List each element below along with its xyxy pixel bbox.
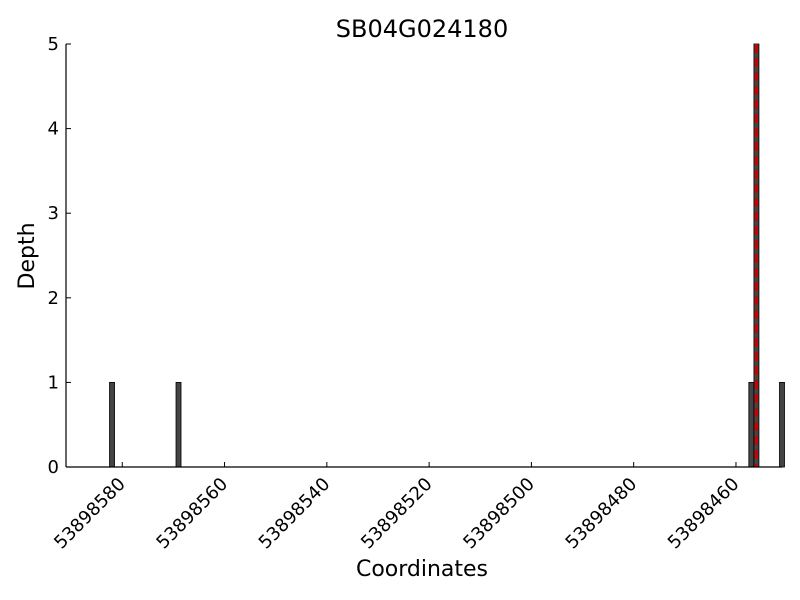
y-tick-label: 2 xyxy=(48,288,59,309)
x-axis-title: Coordinates xyxy=(356,557,488,582)
depth-bar xyxy=(110,382,115,467)
x-tick-label: 53898540 xyxy=(255,474,335,554)
x-tick-label: 53898500 xyxy=(459,474,539,554)
depth-bar xyxy=(176,382,181,467)
y-tick-label: 1 xyxy=(48,372,59,393)
y-tick-label: 4 xyxy=(48,119,59,140)
y-tick-label: 5 xyxy=(48,34,59,55)
x-tick-label: 53898560 xyxy=(152,474,232,554)
depth-bar xyxy=(749,382,754,467)
y-axis-ticks: 0 1 2 3 4 5 xyxy=(48,34,71,478)
chart-title: SB04G024180 xyxy=(336,15,508,43)
y-tick-label: 3 xyxy=(48,203,59,224)
x-tick-label: 53898480 xyxy=(562,474,642,554)
depth-bar xyxy=(780,382,785,467)
y-tick-label: 0 xyxy=(48,457,59,478)
x-tick-label: 53898460 xyxy=(664,474,744,554)
x-axis-ticks: 53898580 53898560 53898540 53898520 53898500… xyxy=(50,462,743,553)
x-tick-label: 53898580 xyxy=(50,474,130,554)
y-axis-title: Depth xyxy=(15,222,40,289)
plot-area xyxy=(110,44,785,467)
x-tick-label: 53898520 xyxy=(357,474,437,554)
